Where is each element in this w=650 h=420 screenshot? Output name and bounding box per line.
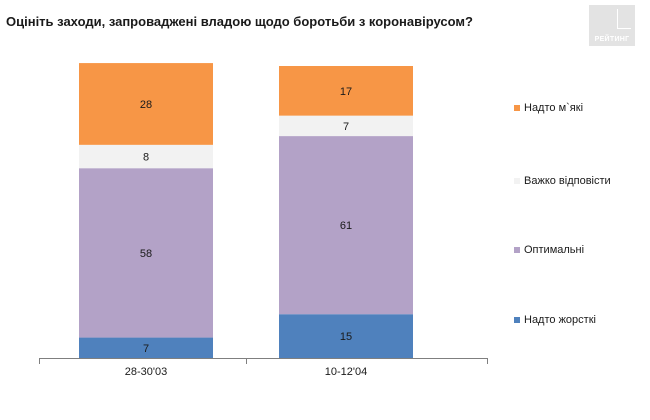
bar-segment xyxy=(79,168,213,338)
x-tick-label: 10-12'04 xyxy=(325,366,367,378)
legend-item: Надто м`які xyxy=(514,101,583,115)
data-label: 15 xyxy=(340,331,352,343)
data-label: 28 xyxy=(140,99,152,111)
data-label: 8 xyxy=(143,152,149,164)
data-label: 58 xyxy=(140,248,152,260)
data-label: 61 xyxy=(340,220,352,232)
legend-label: Надто м`які xyxy=(524,102,584,114)
legend-label: Важко відповісти xyxy=(524,175,611,187)
bar-segment xyxy=(279,136,413,315)
bar-segment xyxy=(279,115,413,137)
data-label: 7 xyxy=(143,343,149,355)
legend-swatch xyxy=(514,178,520,184)
x-tick-label: 28-30'03 xyxy=(125,366,167,378)
chart-title: Оцініть заходи, запроваджені владою щодо… xyxy=(6,14,473,29)
data-label: 17 xyxy=(340,86,352,98)
reyting-logo: РЕЙТИНГ xyxy=(589,5,635,46)
bar-segment xyxy=(279,66,413,116)
legend-label: Оптимальні xyxy=(524,244,585,256)
data-label: 7 xyxy=(343,121,349,133)
legend-swatch xyxy=(514,247,520,253)
bar-segment xyxy=(79,337,213,358)
legend-swatch xyxy=(514,317,520,323)
bar-segment xyxy=(279,314,413,358)
legend-item: Надто жорсткі xyxy=(514,313,596,327)
legend-item: Оптимальні xyxy=(514,243,584,257)
logo-text: РЕЙТИНГ xyxy=(594,36,630,43)
bar-segment xyxy=(79,63,213,145)
legend-item: Важко відповісти xyxy=(514,174,611,188)
legend-label: Надто жорсткі xyxy=(524,314,596,326)
logo-mark-icon xyxy=(617,9,631,29)
legend-swatch xyxy=(514,105,520,111)
bar-segment xyxy=(79,144,213,169)
